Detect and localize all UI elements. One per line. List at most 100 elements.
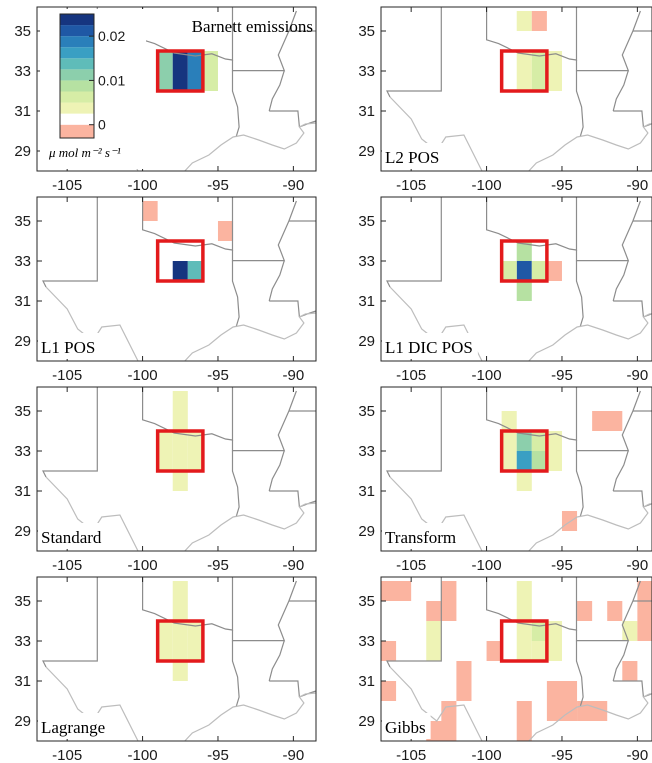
barnett-region-box (155, 49, 205, 93)
coastline (528, 313, 652, 361)
state-border (142, 197, 234, 251)
panel-content (381, 577, 652, 741)
state-border (269, 300, 300, 318)
x-tick-label: -90 (283, 557, 305, 574)
state-border (231, 260, 240, 328)
panel-title-bg (382, 713, 431, 739)
x-tick-label: -90 (283, 177, 305, 194)
y-tick-label: 29 (14, 523, 31, 540)
axes-frame (380, 386, 652, 552)
state-border (42, 577, 98, 668)
state-border (231, 10, 297, 72)
panel-title: Gibbs (385, 718, 426, 737)
x-tick-label: -90 (283, 747, 305, 763)
state-border (231, 450, 240, 518)
state-border (268, 640, 285, 682)
heatmap-cell (637, 601, 652, 641)
x-tick-label: -105 (52, 557, 82, 574)
heatmap-cell (172, 261, 188, 281)
heatmap-cell (157, 431, 173, 471)
y-tick-label: 31 (14, 293, 31, 310)
state-border (612, 640, 629, 682)
panel-title: Lagrange (41, 718, 105, 737)
heatmap-cell (381, 641, 397, 661)
state-border (386, 7, 442, 98)
state-border (231, 70, 240, 138)
panel-title-bg (38, 523, 107, 549)
x-tick-label: -90 (627, 747, 649, 763)
state-border (575, 580, 641, 642)
y-tick-label: 33 (358, 443, 375, 460)
panel-title: Transform (385, 528, 456, 547)
heatmap-cell (531, 431, 547, 451)
panel-transform: -105 -100 -95 -90 35 33 31 29 Transform (358, 386, 652, 574)
state-border (268, 450, 285, 492)
panel-content (386, 197, 652, 361)
y-tick-label: 29 (358, 713, 375, 730)
panel-title-bg (382, 143, 445, 169)
y-tick-label: 35 (358, 403, 375, 420)
barnett-region-box (155, 619, 205, 663)
heatmap-cell (516, 451, 532, 471)
state-border (268, 70, 285, 112)
x-tick-label: -100 (472, 367, 502, 384)
panel-l2-pos: -105 -100 -95 -90 35 33 31 29 L2 POS (358, 6, 652, 194)
colorbar-swatch (60, 69, 94, 81)
coastline (528, 503, 652, 551)
axes-frame (380, 196, 652, 362)
heatmap-cell (546, 681, 578, 721)
heatmap-cell (622, 661, 638, 681)
y-tick-label: 29 (358, 333, 375, 350)
coastline (528, 123, 652, 171)
heatmap-cell (426, 641, 442, 661)
heatmap-cell (546, 431, 562, 471)
x-tick-label: -95 (551, 367, 573, 384)
panel-gibbs: -105 -100 -95 -90 35 33 31 29 Gibbs (358, 576, 652, 763)
x-tick-label: -95 (207, 367, 229, 384)
heatmap-cell (516, 11, 532, 31)
colorbar-swatch (60, 124, 94, 138)
panel-standard: -105 -100 -95 -90 35 33 31 29 Standard (14, 386, 317, 574)
x-tick-label: -105 (52, 747, 82, 763)
state-border (231, 200, 297, 262)
state-border (142, 387, 234, 441)
state-border (575, 450, 584, 518)
state-border (575, 260, 584, 328)
state-border (613, 680, 644, 698)
state-border (42, 197, 98, 288)
colorbar-swatch (60, 47, 94, 59)
barnett-region-box (499, 429, 549, 473)
state-border (269, 490, 300, 508)
colorbar-tick-label: 0 (98, 117, 106, 133)
colorbar-swatch (60, 14, 94, 26)
y-tick-label: 29 (358, 523, 375, 540)
colorbar-swatch (60, 25, 94, 37)
x-tick-label: -105 (52, 177, 82, 194)
heatmap-cell (172, 51, 188, 91)
state-border (612, 260, 629, 302)
state-border (613, 490, 644, 508)
x-tick-label: -90 (627, 557, 649, 574)
panel-l1-pos: -105 -100 -95 -90 35 33 31 29 L1 POS (14, 196, 317, 384)
y-tick-label: 31 (358, 293, 375, 310)
state-border (486, 387, 578, 441)
state-border (486, 577, 578, 631)
y-tick-label: 33 (14, 63, 31, 80)
state-border (42, 387, 98, 478)
x-tick-label: -95 (207, 747, 229, 763)
x-tick-label: -105 (396, 557, 426, 574)
heatmap-cell (157, 221, 173, 241)
heatmap-cell (531, 451, 547, 471)
x-tick-label: -90 (283, 367, 305, 384)
axes-frame (36, 576, 317, 742)
y-tick-label: 31 (358, 673, 375, 690)
x-tick-label: -95 (551, 747, 573, 763)
y-tick-label: 33 (358, 253, 375, 270)
panel-barnett-emissions: -105 -100 -95 -90 35 33 31 29 Barnett emissions 0… (14, 6, 317, 194)
heatmap-cell (516, 241, 532, 261)
coastline (184, 502, 316, 551)
panel-content (42, 577, 316, 741)
y-tick-label: 33 (14, 253, 31, 270)
x-tick-label: -95 (551, 557, 573, 574)
